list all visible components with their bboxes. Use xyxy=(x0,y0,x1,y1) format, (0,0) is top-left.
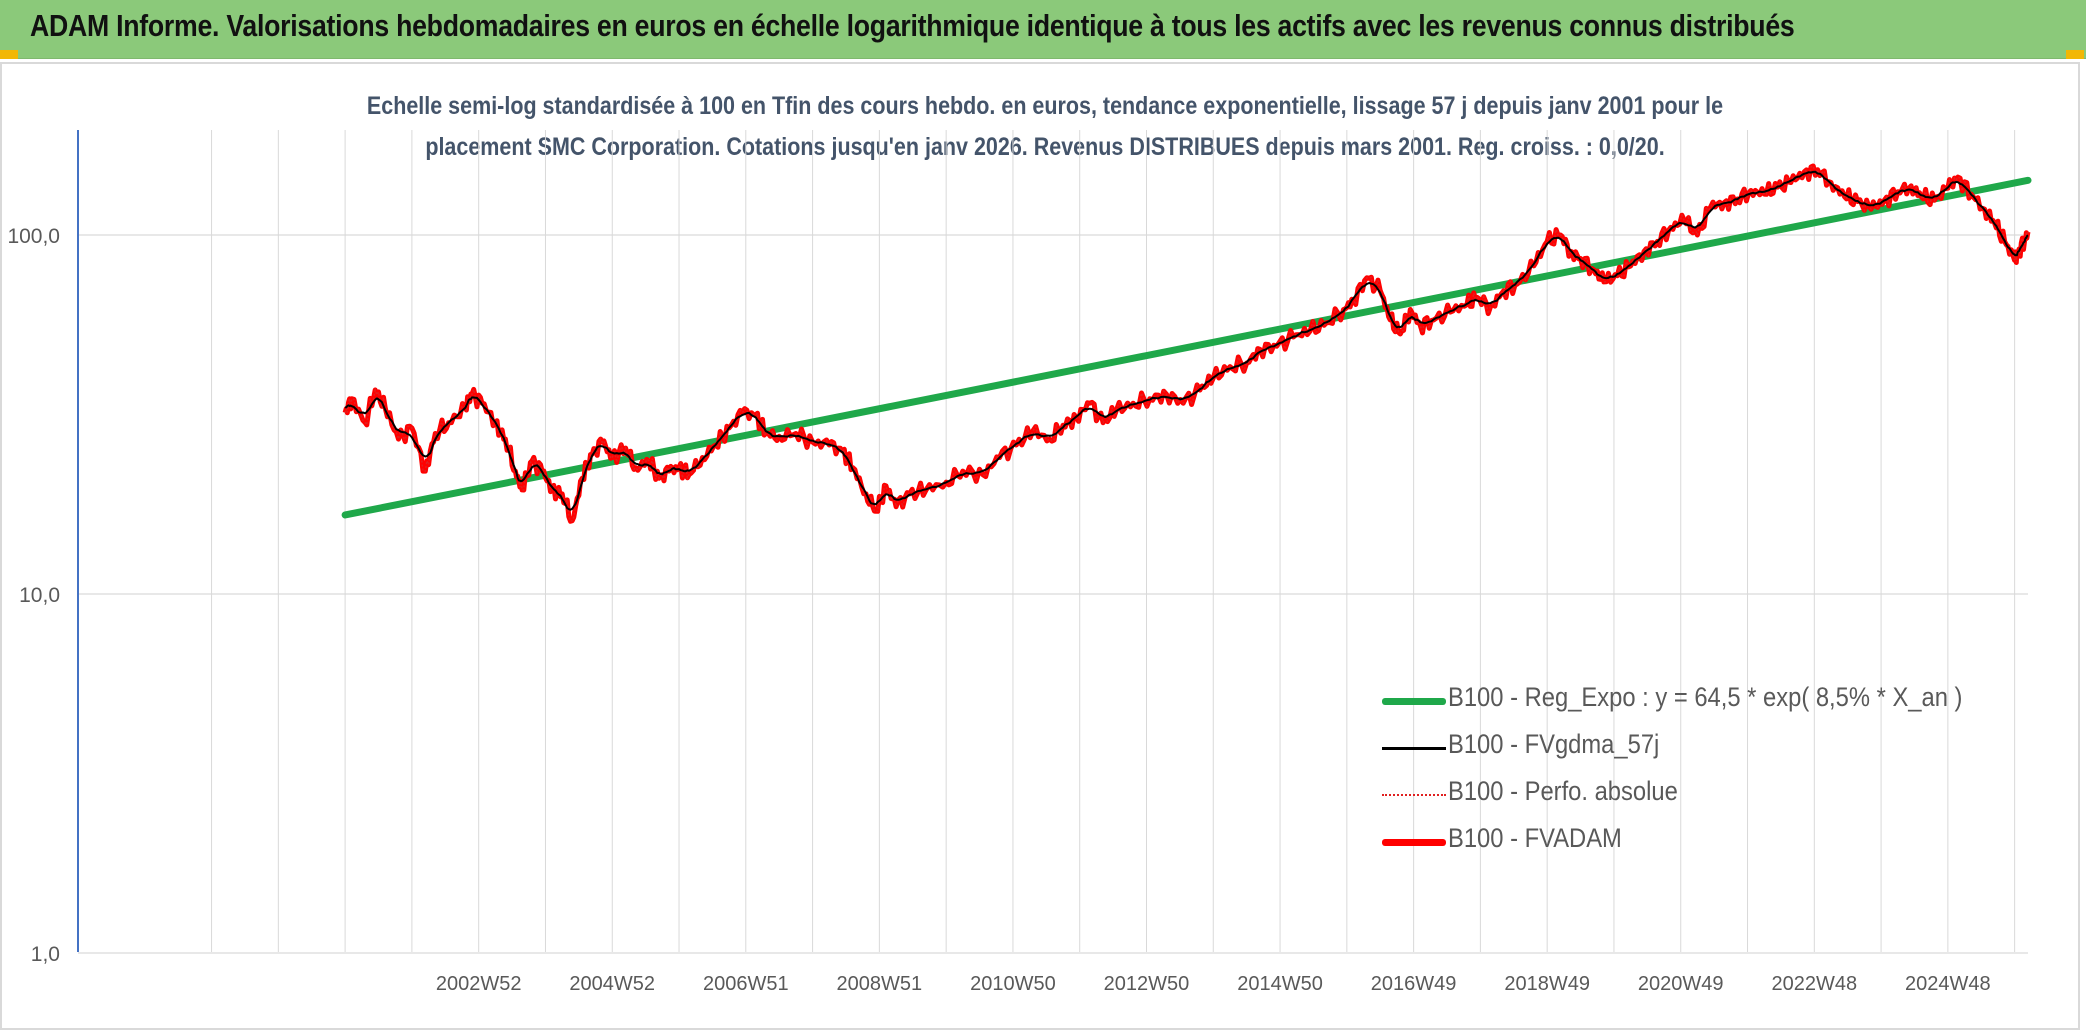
series-line-reg-expo xyxy=(341,176,2032,519)
legend-swatch xyxy=(1382,747,1446,750)
x-tick-label: 2004W52 xyxy=(569,973,655,995)
x-tick-label: 2020W49 xyxy=(1638,973,1724,995)
corner-mark-right xyxy=(2066,50,2084,59)
x-tick-label: 2022W48 xyxy=(1771,973,1857,995)
x-tick-label: 2012W50 xyxy=(1104,973,1190,995)
header-bar: ADAM Informe. Valorisations hebdomadaire… xyxy=(0,0,2086,59)
legend-swatch xyxy=(1382,794,1446,796)
series-line-perfo-absolue xyxy=(344,164,2029,523)
x-tick-label: 2002W52 xyxy=(436,973,522,995)
x-tick-label: 2010W50 xyxy=(970,973,1056,995)
legend-label: B100 - FVADAM xyxy=(1448,823,1622,853)
x-tick-label: 2024W48 xyxy=(1905,973,1991,995)
corner-mark-left xyxy=(0,50,18,59)
x-tick-label: 2006W51 xyxy=(703,973,789,995)
chart-subtitle: Echelle semi-log standardisée à 100 en T… xyxy=(318,86,1771,168)
y-tick-label: 100,0 xyxy=(7,225,60,248)
x-tick-label: 2016W49 xyxy=(1371,973,1457,995)
series-line-fvgdma-57j xyxy=(344,170,2029,511)
legend-swatch xyxy=(1382,698,1446,705)
y-tick-label: 1,0 xyxy=(31,943,60,966)
chart-frame xyxy=(0,62,2080,1030)
chart-subtitle-line2: placement SMC Corporation. Cotations jus… xyxy=(425,133,1665,161)
header-title: ADAM Informe. Valorisations hebdomadaire… xyxy=(30,8,1795,43)
x-tick-label: 2008W51 xyxy=(837,973,923,995)
x-tick-label: 2014W50 xyxy=(1237,973,1323,995)
chart-subtitle-line1: Echelle semi-log standardisée à 100 en T… xyxy=(366,92,1724,120)
y-tick-label: 10,0 xyxy=(19,584,60,607)
legend-label: B100 - FVgdma_57j xyxy=(1448,729,1660,759)
legend-swatch xyxy=(1382,839,1446,846)
legend-label: B100 - Perfo. absolue xyxy=(1448,776,1678,806)
legend-label: B100 - Reg_Expo : y = 64,5 * exp( 8,5% *… xyxy=(1448,682,1963,712)
x-tick-label: 2018W49 xyxy=(1504,973,1590,995)
